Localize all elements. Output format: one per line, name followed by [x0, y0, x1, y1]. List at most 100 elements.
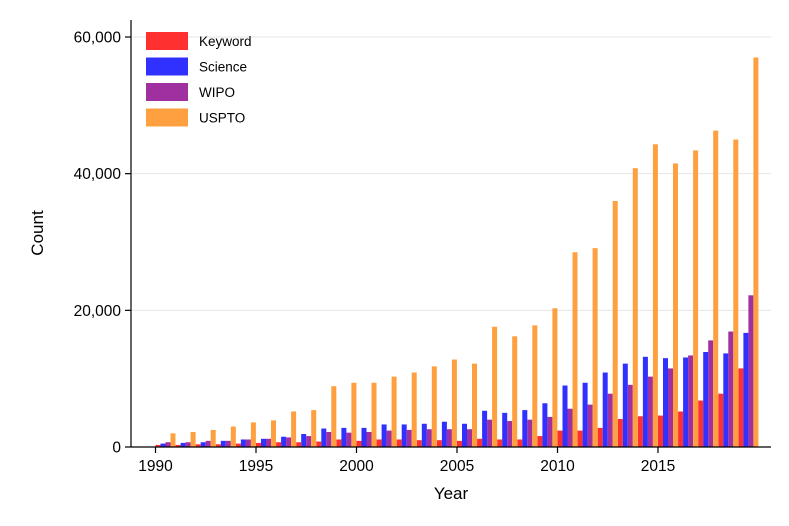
- bar-wipo-2007: [507, 421, 513, 447]
- bars: [155, 57, 759, 448]
- bar-science-1991: [180, 442, 186, 447]
- bar-science-1993: [220, 440, 226, 447]
- bar-wipo-1994: [245, 439, 251, 447]
- y-tick-label: 60,000: [74, 30, 122, 47]
- x-tick-label: 1990: [138, 458, 173, 475]
- bar-science-2008: [522, 410, 528, 447]
- bar-wipo-2002: [406, 429, 412, 447]
- legend: Keyword Science WIPO USPTO: [146, 32, 252, 127]
- bar-science-2007: [502, 412, 508, 447]
- bar-science-2015: [663, 358, 668, 447]
- bar-uspto-2017: [713, 130, 719, 447]
- bar-uspto-1994: [250, 422, 256, 447]
- bar-keyword-2006: [477, 438, 483, 447]
- bar-uspto-2015: [673, 163, 678, 448]
- bar-wipo-2003: [426, 429, 432, 447]
- bar-science-1996: [281, 436, 287, 447]
- bar-keyword-1990: [155, 444, 161, 447]
- bar-wipo-2014: [647, 376, 653, 447]
- bar-uspto-2004: [451, 359, 457, 447]
- bar-wipo-1997: [306, 436, 312, 447]
- x-axis-title: Year: [434, 484, 469, 503]
- bar-wipo-2008: [527, 419, 533, 447]
- legend-swatch-science: [146, 57, 188, 76]
- bar-keyword-1997: [296, 442, 302, 447]
- y-axis-title: Count: [28, 210, 47, 256]
- bar-keyword-2003: [416, 440, 422, 447]
- y-ticks: 0 20,000 40,000 60,000: [74, 30, 131, 457]
- bar-uspto-2006: [492, 326, 498, 447]
- bar-uspto-1997: [311, 410, 317, 447]
- bar-wipo-1991: [185, 442, 191, 447]
- bar-keyword-2000: [356, 440, 362, 447]
- bar-keyword-2016: [678, 411, 684, 447]
- bar-uspto-1991: [190, 431, 196, 447]
- legend-swatch-uspto: [146, 108, 188, 127]
- bar-science-1998: [321, 428, 327, 447]
- bar-uspto-2007: [512, 336, 518, 447]
- legend-swatch-wipo: [146, 83, 188, 101]
- bar-wipo-2010: [567, 408, 573, 447]
- bar-wipo-1999: [346, 432, 352, 447]
- bar-wipo-1996: [286, 437, 292, 447]
- bar-science-1990: [160, 443, 166, 447]
- bar-science-2006: [482, 410, 488, 447]
- x-tick-label: 2015: [641, 458, 675, 475]
- bar-science-2001: [381, 424, 387, 447]
- bar-keyword-2014: [637, 416, 643, 447]
- bar-science-2012: [602, 372, 608, 447]
- bar-uspto-2018: [733, 139, 739, 447]
- bar-keyword-2007: [497, 439, 503, 447]
- y-tick-label: 20,000: [74, 303, 122, 320]
- legend-label-uspto: USPTO: [199, 111, 245, 126]
- bar-science-2016: [683, 357, 689, 447]
- bar-wipo-2013: [627, 384, 633, 447]
- bar-uspto-2003: [431, 366, 437, 447]
- bar-wipo-1992: [205, 440, 211, 447]
- bar-wipo-1995: [266, 438, 271, 447]
- bar-keyword-2019: [738, 368, 744, 447]
- bar-uspto-2008: [532, 325, 538, 447]
- bar-keyword-1998: [316, 441, 322, 447]
- bar-science-2019: [743, 332, 749, 447]
- bar-wipo-1990: [165, 442, 171, 447]
- bar-wipo-2004: [446, 429, 452, 447]
- y-tick-label: 0: [112, 440, 121, 457]
- bar-science-2018: [723, 353, 729, 447]
- bar-keyword-2001: [376, 439, 382, 447]
- bar-keyword-1995: [256, 442, 261, 447]
- bar-uspto-1993: [230, 426, 236, 447]
- x-tick-label: 2010: [540, 458, 575, 475]
- bar-uspto-1999: [351, 382, 357, 447]
- bar-wipo-1998: [326, 431, 332, 447]
- bar-keyword-2004: [436, 440, 442, 447]
- bar-wipo-2012: [607, 393, 613, 447]
- bar-science-1997: [301, 434, 307, 447]
- bar-keyword-1999: [336, 439, 342, 447]
- bar-wipo-2000: [366, 431, 372, 447]
- bar-wipo-2005: [467, 429, 472, 447]
- bar-uspto-2016: [693, 150, 699, 447]
- bar-science-1995: [261, 438, 266, 447]
- bar-keyword-2005: [457, 440, 462, 447]
- bar-science-2017: [703, 352, 709, 447]
- bar-science-2005: [462, 423, 467, 447]
- bar-wipo-2011: [587, 404, 593, 447]
- gridlines: [131, 36, 771, 311]
- bar-keyword-1991: [175, 444, 181, 447]
- bar-science-2013: [622, 363, 628, 447]
- bar-uspto-1992: [210, 429, 216, 447]
- legend-label-keyword: Keyword: [199, 34, 252, 49]
- legend-swatch-keyword: [146, 32, 188, 50]
- bar-keyword-2012: [597, 427, 603, 447]
- bar-uspto-2000: [371, 382, 377, 447]
- bar-keyword-2008: [517, 439, 523, 447]
- bar-keyword-2002: [396, 439, 402, 447]
- x-tick-label: 2005: [440, 458, 474, 475]
- bar-science-2011: [582, 382, 588, 447]
- bar-science-2003: [421, 423, 427, 447]
- bar-uspto-2012: [612, 201, 618, 447]
- bar-keyword-2018: [718, 393, 724, 447]
- x-ticks: 1990 1995 2000 2005 2010 2015: [138, 447, 675, 475]
